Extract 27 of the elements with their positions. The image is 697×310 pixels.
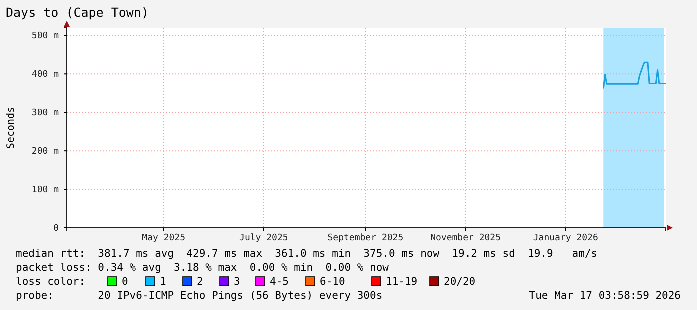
text: 6-10 xyxy=(320,276,346,288)
x-tick-label: January 2026 xyxy=(533,233,598,244)
text: median rtt: 381.7 ms avg 429.7 ms max 361.0 ms min 375.0 ms now 19.2 ms sd 19.9 am/s xyxy=(16,248,598,260)
y-tick-label: 400 m xyxy=(32,70,59,80)
text: packet loss: 0.34 % avg 3.18 % max 0.00 % min 0.00 % now xyxy=(16,262,390,274)
text: 0 xyxy=(122,276,128,288)
x-tick-label: November 2025 xyxy=(430,233,502,244)
text: 3 xyxy=(234,276,240,288)
line-series xyxy=(602,62,667,90)
chart-title: Days to (Cape Town) xyxy=(6,5,149,20)
text: 1 xyxy=(160,276,166,288)
y-tick-label: 200 m xyxy=(32,146,59,157)
y-tick-label: 300 m xyxy=(32,108,59,118)
text: 4-5 xyxy=(270,276,289,288)
y-tick-label: 500 m xyxy=(32,32,59,42)
x-tick-label: May 2025 xyxy=(142,233,186,244)
x-tick-label: September 2025 xyxy=(328,233,404,244)
text: loss color: xyxy=(16,276,86,288)
y-tick-label: 0 xyxy=(54,224,59,234)
x-tick-label: July 2025 xyxy=(240,233,288,244)
text: 2 xyxy=(197,276,204,288)
text: Tue Mar 17 03:58:59 2026 xyxy=(529,290,681,302)
y-tick-label: 100 m xyxy=(32,185,59,196)
text: probe: 20 IPv6-ICMP Echo Pings (56 Bytes) every 300s xyxy=(16,290,383,302)
text: 11-19 xyxy=(386,276,418,288)
text: 20/20 xyxy=(444,276,476,288)
y-axis-title: Seconds xyxy=(6,106,17,150)
